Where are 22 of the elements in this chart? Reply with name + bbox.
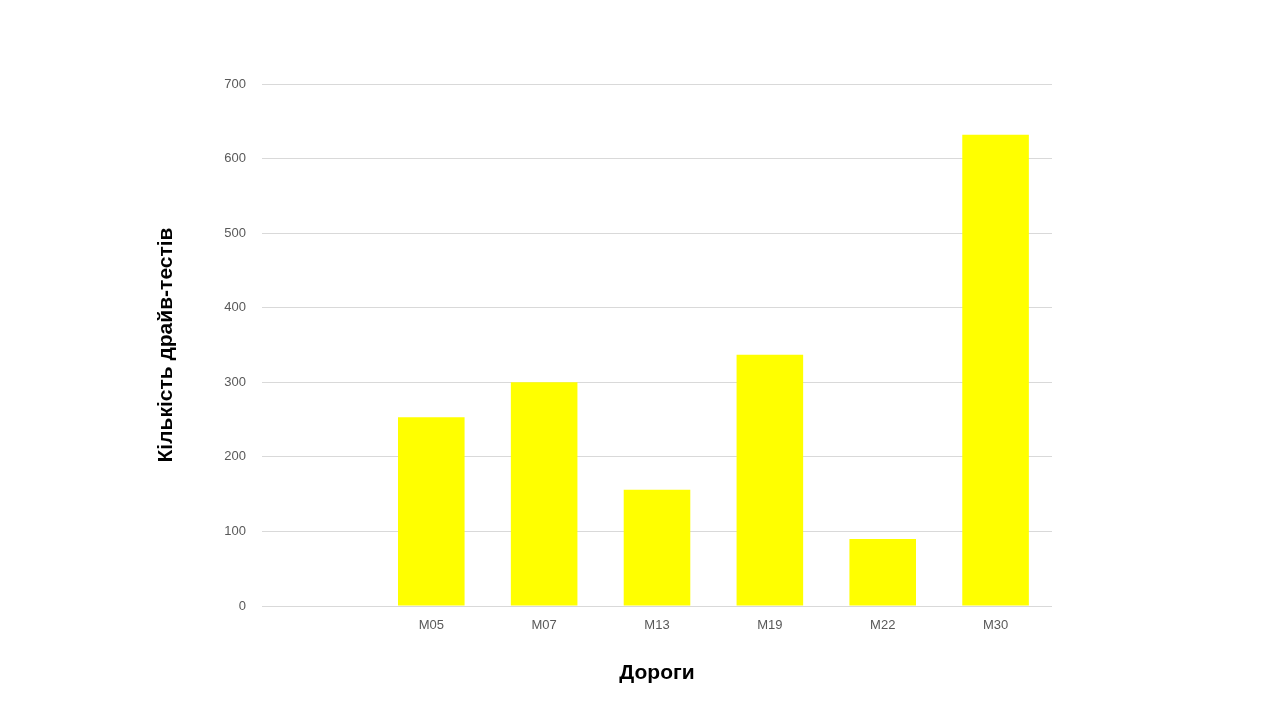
bar xyxy=(736,354,804,606)
y-axis-title: Кількість драйв-тестів xyxy=(153,227,177,463)
x-tick-label: M07 xyxy=(531,617,557,633)
x-axis-title: Дороги xyxy=(619,660,695,684)
bar xyxy=(623,489,691,606)
bar xyxy=(397,417,465,606)
y-tick-label: 600 xyxy=(224,150,246,166)
y-tick-label: 100 xyxy=(224,523,246,539)
x-tick-label: M19 xyxy=(757,617,783,633)
y-tick-label: 500 xyxy=(224,224,246,240)
y-tick-label: 300 xyxy=(224,373,246,389)
y-tick-label: 700 xyxy=(224,75,246,91)
x-tick-label: M22 xyxy=(870,617,896,633)
x-tick-label: M13 xyxy=(644,617,670,633)
x-tick-label: M30 xyxy=(982,617,1009,633)
y-tick-label: 0 xyxy=(238,597,246,613)
bar xyxy=(962,134,1029,606)
x-tick-label: M05 xyxy=(418,617,444,633)
bar xyxy=(510,382,578,606)
y-tick-label: 400 xyxy=(224,299,246,315)
bar xyxy=(849,538,917,606)
y-tick-label: 200 xyxy=(224,448,246,464)
